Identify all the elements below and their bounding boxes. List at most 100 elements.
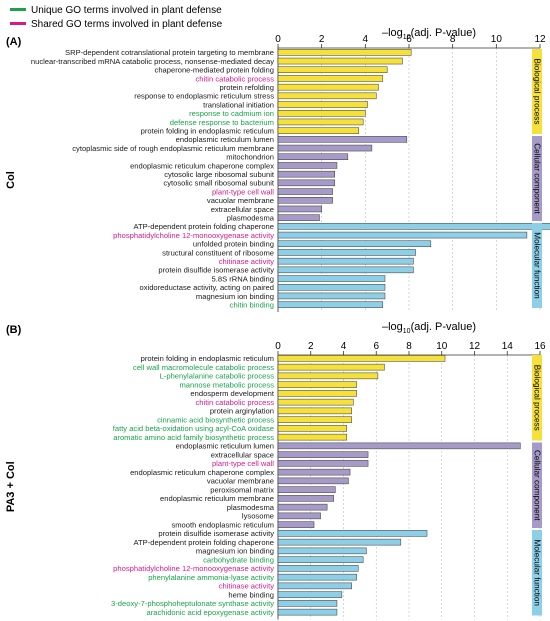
term-label: response to cadmium ion — [189, 109, 274, 118]
section-label: Biological process — [533, 59, 542, 125]
term-label: unfolded protein binding — [193, 240, 274, 249]
section-label: Biological process — [533, 365, 542, 431]
term-label: protein disulfide isomerase activity — [158, 266, 274, 275]
bar — [277, 231, 528, 239]
chart-panels: (A) –log10(adj. P-value) 0 2 4 6 8 10 12 Col SRP-d… — [5, 27, 550, 620]
bar — [277, 530, 428, 537]
term-label: lysosome — [242, 512, 274, 521]
bar — [277, 355, 446, 362]
term-label: cytosolic small ribosomal subunit — [163, 179, 274, 188]
bar — [277, 451, 369, 458]
bar — [277, 381, 357, 388]
term-label: extracellular space — [211, 205, 274, 214]
term-label: ATP-dependent protein folding chaperone — [134, 538, 274, 547]
bar — [277, 249, 416, 256]
term-label: mitochondrion — [226, 153, 274, 162]
x-tick-label: 0 — [275, 341, 281, 352]
bar — [277, 495, 334, 502]
bar — [277, 205, 322, 213]
section-band — [532, 355, 542, 441]
bar — [277, 433, 348, 441]
bar — [277, 92, 377, 100]
term-label: protein refolding — [220, 83, 274, 92]
term-label: 5.8S rRNA binding — [212, 274, 274, 283]
bar — [277, 573, 357, 581]
x-tick-label: 10 — [491, 34, 503, 45]
term-label: plasmodesma — [227, 213, 275, 222]
bar — [277, 591, 343, 598]
term-label: extracellular space — [211, 450, 274, 459]
bar — [277, 547, 367, 555]
bar — [277, 57, 403, 65]
x-tick-label: 8 — [406, 341, 412, 352]
bar — [277, 240, 432, 247]
panel-a: (A) –log10(adj. P-value) 0 2 4 6 8 10 12 Col SRP-d… — [5, 27, 550, 312]
term-label: carbohydrate binding — [203, 555, 274, 564]
bar — [277, 153, 349, 160]
term-label: plant-type cell wall — [212, 187, 274, 196]
term-label: endoplasmic reticulum lumen — [176, 135, 274, 144]
x-tick-label: 4 — [341, 341, 347, 352]
bar — [277, 398, 354, 406]
bar — [277, 170, 336, 178]
figure-legend: Unique GO terms involved in plant defens… — [10, 5, 223, 30]
term-label: SRP-dependent cotranslational protein ta… — [65, 48, 274, 57]
bar — [277, 266, 414, 274]
term-label: chitinase activity — [219, 582, 274, 591]
bar — [277, 486, 336, 493]
term-label: cinnamic acid biosynthetic process — [157, 415, 274, 424]
term-label: peroxisomal matrix — [210, 485, 274, 494]
bar — [277, 477, 349, 485]
term-label: protein arginylation — [210, 407, 274, 416]
term-label: response to endoplasmic reticulum stress — [134, 92, 274, 101]
x-tick-label: 16 — [534, 341, 546, 352]
term-label: protein folding in endoplasmic reticulum — [141, 126, 274, 135]
term-label: chaperone-mediated protein folding — [155, 66, 274, 75]
panel-label: (A) — [6, 36, 22, 48]
term-label: endoplasmic reticulum chaperone complex — [130, 161, 274, 170]
term-label: mannose metabolic process — [179, 380, 274, 389]
bar — [277, 503, 328, 511]
term-label: nuclear-transcribed mRNA catabolic proce… — [31, 57, 274, 66]
term-label: chitin binding — [230, 300, 274, 309]
legend-unique-swatch — [10, 8, 26, 11]
bar — [277, 460, 369, 467]
x-axis-title: –log10(adj. P-value) — [382, 27, 476, 41]
term-label: plant-type cell wall — [212, 459, 274, 468]
term-label: magnesium ion binding — [196, 547, 274, 556]
term-label: phenylalanine ammonia-lyase activity — [148, 573, 274, 582]
section-band — [532, 49, 542, 134]
term-label: plasmodesma — [227, 503, 275, 512]
group-label: PA3 + Col — [5, 461, 17, 512]
term-label: cytosolic large ribosomal subunit — [164, 170, 275, 179]
bar — [277, 127, 360, 134]
legend-unique-label: Unique GO terms involved in plant defens… — [31, 5, 222, 16]
bar — [277, 407, 352, 415]
bar — [277, 101, 368, 108]
bar — [277, 556, 364, 563]
bar — [277, 292, 386, 300]
bar — [277, 284, 386, 291]
term-label: oxidoreductase activity, acting on paire… — [139, 283, 274, 292]
bar — [277, 582, 352, 590]
term-label: magnesium ion binding — [196, 292, 274, 301]
term-label: fatty acid beta-oxidation using acyl-CoA… — [113, 424, 274, 433]
term-label: protein disulfide isomerase activity — [158, 529, 274, 538]
group-label: Col — [5, 171, 17, 189]
bar — [277, 363, 385, 371]
section-label: Molecular function — [533, 540, 542, 607]
term-label: 3-deoxy-7-phosphoheptulonate synthase ac… — [111, 599, 274, 608]
bar — [277, 372, 379, 380]
term-label: chitin catabolic process — [195, 74, 274, 83]
x-tick-label: 10 — [436, 341, 448, 352]
x-tick-label: 14 — [502, 341, 514, 352]
bar — [277, 608, 338, 616]
term-label: L-phenylalanine catabolic process — [160, 372, 275, 381]
term-label: endosperm development — [190, 389, 274, 398]
section-band — [532, 223, 542, 308]
bar — [277, 49, 412, 56]
x-tick-label: 2 — [308, 341, 314, 352]
section-label: Cellular component — [533, 143, 542, 214]
bar — [277, 301, 384, 308]
section-band — [532, 530, 542, 616]
